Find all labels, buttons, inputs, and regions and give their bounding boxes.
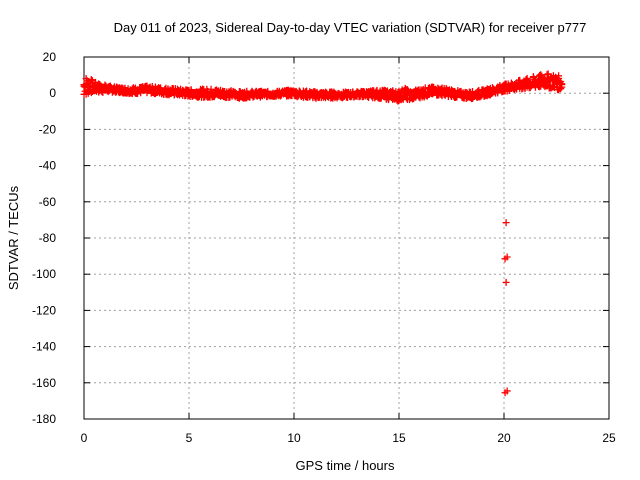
data-point [558, 80, 566, 88]
y-tick-label: 0 [49, 86, 56, 100]
x-axis-label: GPS time / hours [296, 458, 395, 473]
data-point [543, 71, 551, 79]
data-point [87, 76, 95, 84]
outlier-point [503, 253, 511, 261]
y-tick-label: -60 [39, 195, 57, 209]
x-tick-label: 15 [392, 431, 406, 445]
outlier-point [503, 387, 511, 395]
y-tick-label: -80 [39, 231, 57, 245]
y-tick-label: -40 [39, 159, 57, 173]
x-tick-label: 0 [81, 431, 88, 445]
y-tick-label: 20 [43, 50, 57, 64]
x-tick-label: 10 [287, 431, 301, 445]
y-axis-label: SDTVAR / TECUs [6, 185, 21, 290]
y-tick-label: -100 [32, 267, 56, 281]
axis-ticks: 0 5 10 15 20 25 20 0 -20 -40 -60 -80 -100 -120 -140 -16… [32, 50, 616, 445]
grid-lines [84, 57, 609, 419]
data-point [549, 82, 557, 90]
y-tick-label: -180 [32, 412, 56, 426]
x-tick-label: 5 [186, 431, 193, 445]
y-tick-label: -20 [39, 122, 57, 136]
data-point [544, 70, 552, 78]
x-tick-label: 25 [602, 431, 616, 445]
outlier-point [502, 278, 510, 286]
y-tick-label: -140 [32, 340, 56, 354]
data-point [523, 74, 531, 82]
x-tick-label: 20 [497, 431, 511, 445]
outlier-point [502, 219, 510, 227]
data-points [80, 70, 566, 397]
y-tick-label: -120 [32, 303, 56, 317]
data-point [557, 85, 565, 93]
chart-title: Day 011 of 2023, Sidereal Day-to-day VTE… [114, 20, 587, 35]
y-tick-label: -160 [32, 376, 56, 390]
